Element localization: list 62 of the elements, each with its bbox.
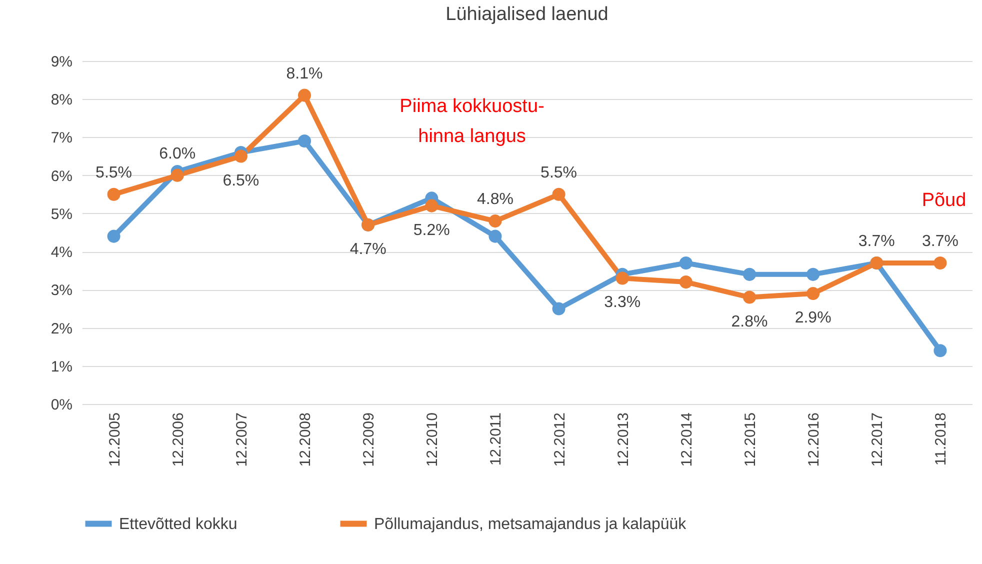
point: [298, 88, 312, 102]
data-label: 6.5%: [222, 172, 260, 190]
data-label: 8.1%: [286, 65, 323, 82]
point: [806, 268, 820, 281]
point: [488, 214, 502, 228]
point: [298, 134, 312, 148]
y-tick-label: 1%: [50, 358, 72, 376]
x-tick-label: 12.2006: [170, 412, 187, 467]
data-label: 5.5%: [96, 164, 132, 182]
point: [107, 188, 120, 201]
point: [488, 230, 502, 243]
data-label: 3.7%: [922, 232, 958, 250]
point: [679, 276, 692, 289]
y-tick-label: 8%: [50, 92, 72, 109]
point: [552, 302, 566, 316]
legend-label: Ettevõtted kokku: [119, 516, 238, 533]
y-tick-label: 9%: [50, 54, 72, 70]
y-tick-label: 3%: [50, 282, 72, 300]
point: [934, 344, 947, 358]
chart-title: Lühiajalised laenud: [446, 4, 608, 25]
data-label: 4.7%: [350, 240, 386, 258]
point: [616, 272, 629, 285]
x-tick-label: 12.2009: [360, 412, 378, 467]
point: [934, 256, 947, 270]
x-tick-label: 12.2008: [297, 412, 314, 467]
point: [234, 150, 248, 163]
point: [806, 286, 820, 300]
point: [552, 188, 566, 201]
point: [107, 230, 120, 243]
data-label: 5.2%: [413, 222, 450, 239]
point: [742, 268, 756, 281]
data-label: 6.0%: [159, 145, 196, 162]
point: [679, 256, 692, 270]
x-tick-label: 12.2015: [742, 412, 759, 467]
x-tick-label: 12.2017: [869, 412, 886, 467]
x-tick-label: 12.2005: [106, 412, 124, 467]
point: [170, 168, 184, 182]
legend-label: Põllumajandus, metsamajandus ja kalapüük: [374, 516, 688, 533]
x-tick-label: 12.2010: [424, 412, 442, 467]
annotation: Piima kokkuostu-hinna langus: [400, 96, 544, 147]
data-label: 3.7%: [858, 232, 895, 250]
x-tick-label: 12.2011: [488, 412, 505, 466]
x-tick-label: 12.2016: [806, 412, 823, 467]
x-tick-label: 11.2018: [932, 412, 950, 466]
y-tick-label: 4%: [50, 244, 72, 262]
data-label: 3.3%: [604, 294, 641, 312]
data-label: 5.5%: [540, 164, 578, 182]
x-tick-label: 12.2013: [614, 412, 632, 467]
point: [425, 199, 438, 212]
point: [742, 290, 756, 304]
data-label: 2.9%: [794, 309, 832, 326]
x-tick-label: 12.2014: [678, 412, 696, 467]
y-tick-label: 0%: [50, 396, 72, 414]
annotation: Põud: [922, 190, 966, 211]
data-label: 4.8%: [476, 191, 514, 208]
x-tick-label: 12.2012: [551, 412, 568, 467]
x-tick-label: 12.2007: [233, 412, 250, 467]
y-tick-label: 7%: [50, 130, 72, 147]
y-tick-label: 6%: [50, 168, 72, 185]
y-tick-label: 5%: [50, 206, 72, 223]
y-tick-label: 2%: [50, 320, 72, 338]
data-label: 2.8%: [731, 313, 768, 330]
